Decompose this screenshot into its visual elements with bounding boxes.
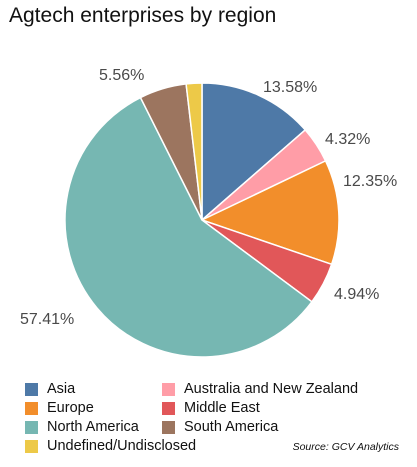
legend-item-south-america: South America — [162, 419, 278, 435]
pie-slice-undefined-undisclosed — [185, 82, 203, 221]
legend-swatch — [25, 382, 38, 396]
legend-swatch — [162, 401, 175, 415]
legend-label: South America — [184, 419, 279, 435]
pie-slice-north-america — [64, 96, 313, 358]
slice-label-north-america: 57.41% — [20, 311, 74, 328]
legend-swatch — [25, 401, 38, 415]
legend-swatch — [162, 420, 175, 434]
legend-label: Undefined/Undisclosed — [47, 438, 197, 454]
legend-item-north-america: North America — [25, 419, 139, 435]
legend-item-middle-east: Middle East — [162, 400, 260, 416]
slice-label-asia: 13.58% — [263, 79, 317, 96]
chart-title: Agtech enterprises by region — [9, 4, 277, 27]
chart-legend: Asia Australia and New Zealand Europe Middl… — [25, 381, 405, 461]
legend-swatch — [25, 420, 38, 434]
legend-item-undefined-undisclosed: Undefined/Undisclosed — [25, 438, 196, 454]
legend-label: North America — [47, 419, 139, 435]
source-note: Source: GCV Analytics — [292, 441, 399, 453]
legend-item-europe: Europe — [25, 400, 94, 416]
slice-label-europe: 12.35% — [343, 173, 397, 190]
slice-label-australia-and-new-zealand: 4.32% — [325, 131, 370, 148]
pie-slice-europe — [200, 159, 340, 266]
pie-slice-asia — [201, 82, 307, 222]
slice-label-middle-east: 4.94% — [334, 286, 379, 303]
legend-label: Middle East — [184, 400, 260, 416]
legend-item-australia-and-new-zealand: Australia and New Zealand — [162, 381, 358, 397]
legend-label: Europe — [47, 400, 94, 416]
legend-swatch — [25, 439, 38, 453]
legend-label: Australia and New Zealand — [184, 381, 359, 397]
legend-swatch — [162, 382, 175, 396]
slice-label-south-america: 5.56% — [99, 67, 144, 84]
legend-item-asia: Asia — [25, 381, 75, 397]
legend-label: Asia — [47, 381, 76, 397]
